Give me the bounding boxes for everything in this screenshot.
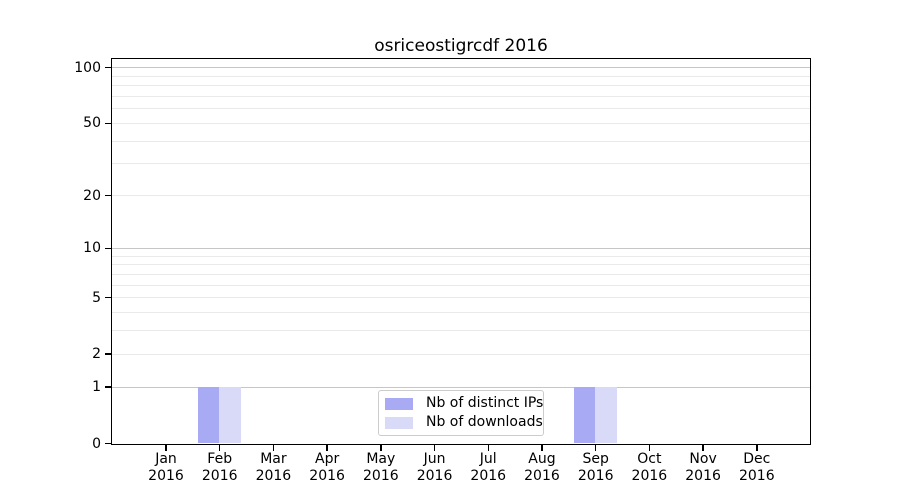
x-axis-tick-label: Oct 2016 [631,451,668,484]
y-tick-mark [105,386,111,388]
gridline-major [112,386,810,388]
x-axis-tick-label: Mar 2016 [255,451,292,484]
gridline-minor [112,122,810,124]
bar-nb-of-distinct-ips-feb [197,386,220,443]
x-tick-mark [218,445,221,451]
y-axis-tick-label: 0 [92,435,101,452]
x-tick-mark [380,445,382,451]
gridline-minor [112,95,810,97]
legend-swatch-downloads [385,416,413,429]
x-axis-tick-label: Feb 2016 [201,451,238,484]
x-axis-tick-label: Jan 2016 [148,451,184,484]
y-tick-mark [105,353,111,355]
y-tick-mark [105,296,111,299]
gridline-major [112,67,810,69]
gridline-minor [112,273,810,275]
legend-item-downloads: Nb of downloads [385,415,543,430]
legend: Nb of distinct IPs Nb of downloads [378,390,544,436]
y-tick-mark [105,194,111,197]
x-tick-mark [702,445,704,451]
gridline-minor [112,284,810,286]
x-tick-mark [326,445,328,451]
x-axis-tick-label: Jun 2016 [416,451,453,484]
gridline-minor [112,353,810,355]
y-axis-tick-label: 20 [83,187,101,204]
x-axis-tick-label: Nov 2016 [685,451,721,484]
x-axis-tick-label: May 2016 [363,451,399,484]
legend-label-downloads: Nb of downloads [426,414,543,430]
gridline-minor [112,163,810,165]
y-tick-mark [105,247,111,249]
gridline-minor [112,75,810,77]
legend-swatch-distinct-ips [385,397,413,410]
bar-nb-of-downloads-sep [595,386,617,443]
x-axis-tick-label: Apr 2016 [309,451,345,484]
y-tick-mark [105,122,111,125]
gridline-minor [112,330,810,332]
x-axis-tick-label: Sep 2016 [577,451,614,484]
y-axis-tick-label: 1 [92,379,101,396]
gridline-minor [112,195,810,197]
x-axis-tick-label: Jul 2016 [470,451,507,484]
x-tick-mark [756,445,758,451]
legend-item-distinct-ips: Nb of distinct IPs [385,396,543,411]
gridline-minor [112,311,810,313]
x-tick-mark [594,445,597,451]
y-tick-mark [105,442,111,445]
gridline-minor [112,297,810,299]
legend-label-distinct-ips: Nb of distinct IPs [426,395,544,411]
x-tick-mark [433,445,436,451]
x-tick-mark [272,445,275,451]
x-tick-mark [165,445,167,451]
x-axis-tick-label: Aug 2016 [524,451,560,484]
y-axis-tick-label: 10 [83,240,101,257]
y-axis-tick-label: 5 [92,289,101,306]
x-axis-tick-label: Dec 2016 [738,451,775,484]
y-axis-tick-label: 100 [74,59,101,76]
bar-nb-of-distinct-ips-sep [573,386,596,443]
y-tick-mark [105,66,111,69]
gridline-minor [112,255,810,257]
x-tick-mark [648,445,651,451]
gridline-minor [112,264,810,266]
x-tick-mark [487,445,489,451]
gridline-minor [112,85,810,87]
plot-area [111,58,811,445]
chart-title: osriceostigrcdf 2016 [374,36,548,56]
gridline-major [112,247,810,249]
y-axis-tick-label: 50 [83,115,101,132]
bar-nb-of-downloads-feb [219,386,241,443]
gridline-minor [112,108,810,110]
gridline-minor [112,140,810,142]
x-tick-mark [541,445,543,451]
y-axis-tick-label: 2 [92,346,101,363]
